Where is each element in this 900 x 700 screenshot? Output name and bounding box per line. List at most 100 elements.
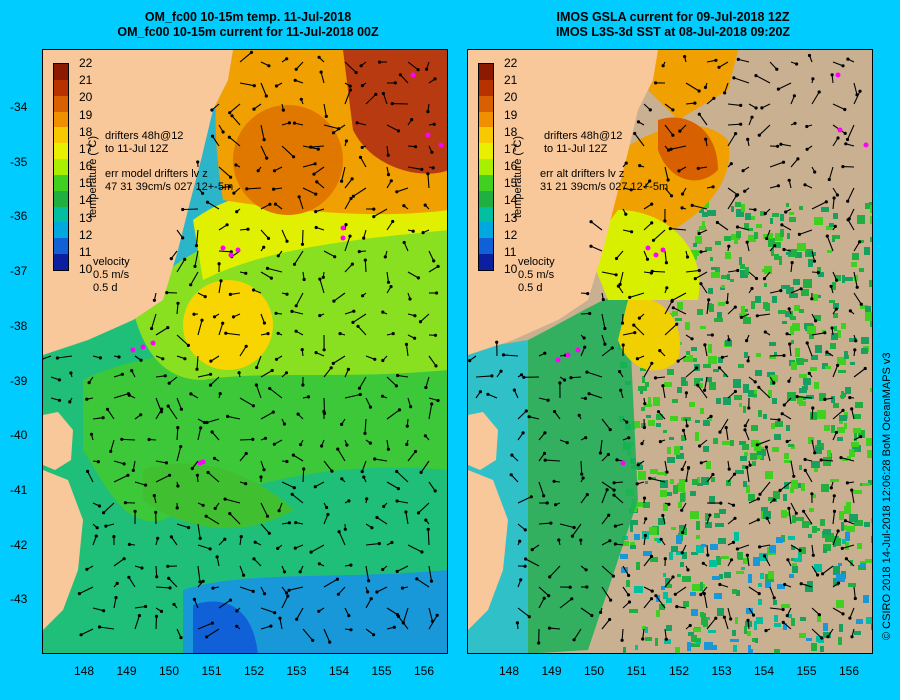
velocity-arrow-head	[633, 131, 637, 136]
sst-pixel	[645, 637, 652, 641]
velocity-arrow-head	[569, 376, 573, 380]
velocity-arrow-head	[685, 424, 689, 428]
lon-tick-label: 149	[116, 664, 137, 678]
velocity-arrow-head	[105, 407, 110, 411]
velocity-arrow	[811, 544, 814, 556]
velocity-arrow	[333, 355, 346, 364]
sst-pixel	[715, 241, 721, 245]
velocity-arrow-head	[390, 540, 394, 545]
velocity-arrow	[664, 460, 668, 473]
velocity-arrow-head	[833, 224, 837, 228]
velocity-arrow-head	[97, 625, 102, 629]
sst-pixel	[858, 565, 866, 570]
sst-pixel	[844, 351, 848, 359]
lat-tick-label: -38	[10, 318, 28, 333]
velocity-arrow-head	[256, 169, 260, 173]
velocity-arrow	[218, 599, 231, 609]
velocity-arrow-head	[803, 183, 807, 187]
velocity-arrow	[260, 271, 272, 279]
velocity-arrow-head	[787, 506, 791, 510]
velocity-arrow	[503, 354, 519, 357]
velocity-arrow-head	[402, 204, 406, 208]
sst-pixel	[753, 557, 760, 566]
velocity-arrow-head	[585, 585, 589, 589]
velocity-arrow-head	[570, 534, 574, 538]
velocity-arrow-head	[825, 234, 829, 238]
sst-pixel	[695, 236, 702, 244]
velocity-arrow-head	[287, 521, 291, 525]
velocity-arrow	[239, 82, 255, 87]
sst-pixel	[695, 420, 700, 423]
right-drifters-line2: to 11-Jul 12Z	[544, 143, 608, 155]
sst-pixel	[832, 235, 840, 239]
velocity-arrow	[281, 229, 288, 242]
velocity-arrow-head	[666, 178, 670, 182]
velocity-arrow	[218, 224, 228, 231]
sst-pixel	[692, 584, 700, 591]
velocity-arrow-head	[251, 404, 255, 408]
velocity-arrow-head	[290, 309, 294, 313]
sst-pixel	[754, 232, 758, 239]
velocity-arrow-head	[127, 575, 131, 579]
sst-pixel	[827, 250, 832, 253]
sst-pixel	[640, 368, 646, 371]
velocity-arrow	[744, 429, 750, 441]
velocity-arrow-head	[734, 132, 738, 136]
sst-pixel	[763, 511, 771, 519]
right-velocity-label: velocity	[518, 256, 555, 268]
velocity-arrow	[832, 607, 844, 615]
velocity-arrow	[622, 565, 630, 576]
sst-pixel	[710, 544, 718, 550]
velocity-arrow	[416, 578, 430, 588]
velocity-arrow-head	[411, 229, 415, 233]
velocity-arrow	[396, 471, 409, 483]
velocity-arrow-head	[386, 153, 390, 157]
velocity-arrow-head	[612, 481, 616, 485]
velocity-arrow-head	[645, 257, 650, 261]
velocity-arrow-head	[351, 320, 355, 324]
sst-pixel	[735, 617, 738, 624]
left-colorbar-title: temperature (°C)	[87, 135, 99, 218]
sst-pixel	[719, 574, 723, 579]
velocity-arrow-head	[830, 326, 834, 330]
sst-pixel	[701, 544, 706, 547]
colorbar-swatch	[479, 79, 493, 97]
velocity-arrow	[790, 460, 795, 477]
velocity-arrow-head	[314, 225, 318, 230]
colorbar-tick-label: 16	[504, 159, 518, 173]
velocity-arrow-head	[212, 315, 217, 319]
velocity-arrow-head	[284, 591, 289, 595]
velocity-arrow-head	[287, 121, 291, 125]
sst-pixel	[697, 483, 703, 486]
sst-pixel	[667, 457, 675, 463]
velocity-arrow-head	[190, 466, 194, 471]
velocity-arrow-head	[853, 596, 857, 601]
sst-pixel	[768, 390, 772, 398]
velocity-arrow-head	[819, 458, 823, 462]
velocity-arrow-head	[286, 594, 290, 598]
velocity-arrow	[382, 93, 388, 105]
velocity-arrow-head	[175, 506, 179, 510]
velocity-arrow-head	[519, 578, 523, 582]
sst-pixel	[707, 303, 712, 310]
velocity-arrow	[622, 332, 635, 336]
velocity-arrow	[291, 310, 304, 315]
velocity-arrow-head	[217, 262, 221, 266]
colorbar-tick-label: 11	[504, 244, 517, 259]
sst-pixel	[677, 574, 681, 577]
velocity-arrow-head	[803, 468, 807, 472]
velocity-arrow-head	[665, 286, 669, 290]
sst-pixel	[655, 638, 658, 646]
lon-tick-label: 156	[413, 664, 435, 678]
sst-pixel	[709, 496, 715, 504]
velocity-arrow-head	[603, 326, 607, 331]
velocity-arrow-head	[351, 194, 355, 198]
velocity-arrow-head	[262, 592, 267, 596]
velocity-arrow-head	[94, 534, 98, 538]
velocity-arrow-head	[618, 370, 622, 374]
velocity-arrow-head	[649, 554, 654, 558]
velocity-arrow-head	[796, 157, 800, 161]
velocity-arrow-head	[644, 517, 648, 521]
velocity-arrow-head	[272, 169, 277, 173]
velocity-arrow	[643, 598, 652, 609]
